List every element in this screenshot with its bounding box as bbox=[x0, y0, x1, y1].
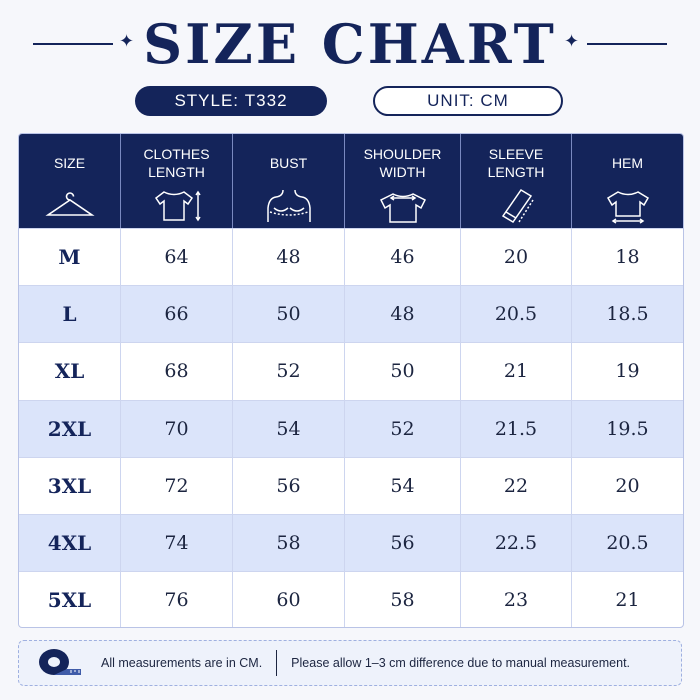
cell-hem: 21 bbox=[615, 589, 640, 612]
title-row: ✦ SIZE CHART ✦ bbox=[0, 8, 700, 78]
cell-size: 5XL bbox=[19, 572, 121, 627]
cell-bust: 54 bbox=[233, 400, 345, 457]
table-row: 5XL 76 60 58 23 21 bbox=[19, 571, 683, 627]
header-sleeve-length: SLEEVE LENGTH bbox=[461, 134, 572, 228]
title-right-line bbox=[587, 43, 667, 45]
header-clothes-length: CLOTHES LENGTH bbox=[121, 134, 233, 228]
cell-shoulder-width: 48 bbox=[345, 286, 461, 343]
cell-clothes-length: 74 bbox=[121, 514, 233, 572]
sleeve-icon bbox=[486, 188, 546, 224]
page-title: SIZE CHART bbox=[143, 12, 557, 76]
cell-sleeve-length: 23 bbox=[461, 572, 572, 627]
cell-hem: 18.5 bbox=[606, 303, 649, 326]
cell-bust: 52 bbox=[233, 343, 345, 400]
cell-hem: 19 bbox=[615, 360, 640, 383]
measuring-tape-icon bbox=[37, 646, 85, 680]
table-row: L 66 50 48 20.5 18.5 bbox=[19, 285, 683, 343]
table-row: XL 68 52 50 21 19 bbox=[19, 342, 683, 400]
header-shoulder-width: SHOULDER WIDTH bbox=[345, 134, 461, 228]
table-row: 3XL 72 56 54 22 20 bbox=[19, 456, 683, 514]
cell-shoulder-width: 56 bbox=[345, 514, 461, 572]
style-label: STYLE: bbox=[174, 91, 240, 110]
cell-hem: 18 bbox=[615, 246, 640, 269]
cell-size: L bbox=[19, 286, 121, 343]
cell-shoulder-width: 50 bbox=[345, 343, 461, 400]
cell-sleeve-length: 22 bbox=[461, 457, 572, 514]
cell-hem: 20 bbox=[615, 474, 640, 497]
cell-clothes-length: 68 bbox=[121, 343, 233, 400]
cell-bust: 50 bbox=[233, 286, 345, 343]
cell-clothes-length: 72 bbox=[121, 457, 233, 514]
cell-size: 4XL bbox=[19, 514, 121, 572]
title-left-star-icon: ✦ bbox=[119, 31, 135, 51]
bust-icon bbox=[259, 188, 319, 224]
cell-sleeve-length: 22.5 bbox=[461, 514, 572, 572]
cell-shoulder-width: 54 bbox=[345, 457, 461, 514]
tshirt-length-icon bbox=[147, 188, 207, 224]
header-bust: BUST bbox=[233, 134, 345, 228]
note-divider bbox=[276, 650, 278, 676]
hem-icon bbox=[598, 188, 658, 224]
header-label: SLEEVE LENGTH bbox=[487, 146, 545, 180]
cell-size: XL bbox=[19, 343, 121, 400]
cell-sleeve-length: 21 bbox=[461, 343, 572, 400]
size-table: SIZE CLOTHES LENGTH BUST bbox=[18, 133, 684, 628]
header-label: BUST bbox=[269, 155, 308, 171]
unit-label: UNIT: bbox=[427, 91, 475, 110]
unit-value: CM bbox=[480, 91, 509, 110]
cell-bust: 48 bbox=[233, 229, 345, 286]
unit-badge: UNIT: CM bbox=[373, 86, 563, 116]
cell-clothes-length: 64 bbox=[121, 229, 233, 286]
header-hem: HEM bbox=[572, 134, 683, 228]
table-header: SIZE CLOTHES LENGTH BUST bbox=[19, 134, 683, 228]
header-label: SIZE bbox=[53, 155, 86, 171]
header-size: SIZE bbox=[19, 134, 121, 228]
cell-bust: 56 bbox=[233, 457, 345, 514]
cell-shoulder-width: 46 bbox=[345, 229, 461, 286]
table-row: 4XL 74 58 56 22.5 20.5 bbox=[19, 513, 683, 572]
style-value: T332 bbox=[244, 91, 288, 110]
note-left-text: All measurements are in CM. bbox=[101, 656, 263, 670]
header-label: SHOULDER WIDTH bbox=[363, 146, 442, 180]
cell-clothes-length: 76 bbox=[121, 572, 233, 627]
cell-size: 2XL bbox=[19, 400, 121, 457]
cell-shoulder-width: 58 bbox=[345, 572, 461, 627]
cell-hem: 19.5 bbox=[606, 417, 649, 440]
header-label: CLOTHES LENGTH bbox=[143, 146, 210, 180]
measurement-note: All measurements are in CM. Please allow… bbox=[18, 640, 682, 686]
hanger-icon bbox=[40, 188, 100, 224]
header-label: HEM bbox=[611, 155, 644, 171]
cell-clothes-length: 70 bbox=[121, 400, 233, 457]
cell-bust: 60 bbox=[233, 572, 345, 627]
cell-sleeve-length: 20.5 bbox=[461, 286, 572, 343]
cell-sleeve-length: 20 bbox=[461, 229, 572, 286]
cell-size: 3XL bbox=[19, 457, 121, 514]
shoulder-width-icon bbox=[373, 188, 433, 224]
cell-hem: 20.5 bbox=[606, 532, 649, 555]
table-row: 2XL 70 54 52 21.5 19.5 bbox=[19, 399, 683, 457]
note-right-text: Please allow 1–3 cm difference due to ma… bbox=[291, 656, 631, 670]
title-right-star-icon: ✦ bbox=[564, 31, 580, 51]
title-left-line bbox=[33, 43, 113, 45]
cell-clothes-length: 66 bbox=[121, 286, 233, 343]
cell-sleeve-length: 21.5 bbox=[461, 400, 572, 457]
cell-shoulder-width: 52 bbox=[345, 400, 461, 457]
cell-bust: 58 bbox=[233, 514, 345, 572]
cell-size: M bbox=[19, 229, 121, 286]
style-badge: STYLE: T332 bbox=[135, 86, 327, 116]
table-row: M 64 48 46 20 18 bbox=[19, 228, 683, 286]
